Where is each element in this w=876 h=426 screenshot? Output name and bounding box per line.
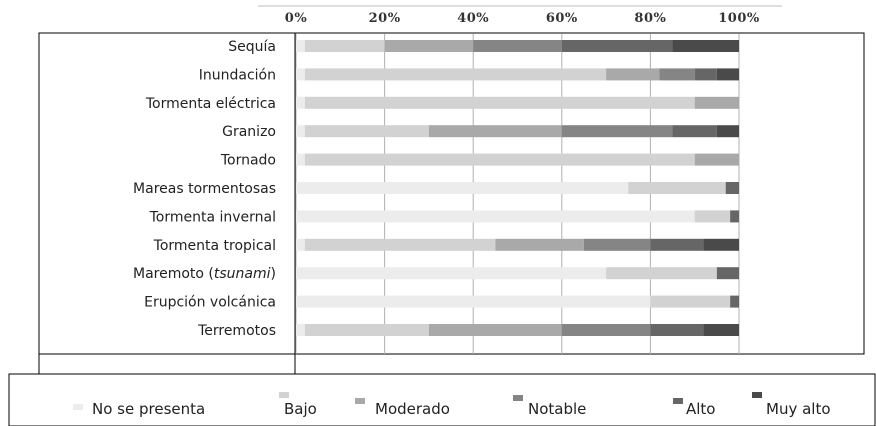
x-tick-label: 100%: [718, 11, 760, 26]
bar-segment: [296, 295, 651, 308]
bar-segment: [650, 324, 704, 336]
legend-swatch: [752, 392, 762, 398]
x-tick-label: 20%: [369, 11, 401, 26]
bar-segment: [296, 96, 305, 109]
bar-segment: [659, 68, 695, 81]
category-label: Mareas tormentosas: [133, 181, 276, 197]
category-label: Tormenta eléctrica: [145, 96, 276, 112]
bar-segment: [716, 68, 739, 81]
category-label: Tormenta tropical: [153, 238, 276, 254]
legend-swatch: [73, 404, 83, 410]
category-label: Tornado: [220, 153, 276, 169]
legend-swatch: [355, 398, 365, 404]
bar-segment: [304, 40, 385, 52]
bar-segment: [428, 324, 562, 336]
category-label: Inundación: [199, 67, 276, 83]
bar-segment: [703, 324, 739, 336]
bar-segment: [606, 68, 660, 81]
bar-segment: [650, 295, 731, 308]
legend-label: No se presenta: [92, 400, 205, 418]
chart-frame: [8, 5, 876, 426]
legend-swatch: [673, 398, 683, 404]
legend-label: Notable: [528, 400, 586, 418]
bar-segment: [694, 68, 717, 81]
x-tick-label: 80%: [634, 11, 666, 26]
bar-segment: [296, 267, 607, 280]
x-tick-label: 40%: [457, 11, 489, 26]
bar-segment: [296, 324, 305, 336]
bar-segment: [606, 267, 717, 280]
legend-swatch: [279, 392, 289, 398]
category-label: Terremotos: [197, 323, 276, 339]
bar-segment: [304, 324, 429, 336]
bar-segment: [716, 125, 739, 138]
bars: [296, 40, 739, 336]
bar-segment: [672, 125, 717, 138]
legend-box: [8, 373, 876, 426]
x-axis-ticks: 0% 20% 40% 60% 80% 100%: [285, 11, 760, 26]
bar-segment: [495, 238, 584, 251]
bar-segment: [730, 210, 739, 223]
bar-segment: [561, 40, 673, 52]
bar-segment: [672, 40, 739, 52]
bar-segment: [296, 125, 305, 138]
x-tick-label: 0%: [285, 11, 308, 26]
bar-segment: [583, 238, 651, 251]
bar-segment: [384, 40, 474, 52]
bar-segment: [296, 238, 305, 251]
bar-segment: [694, 96, 739, 109]
bar-segment: [650, 238, 704, 251]
category-label: Granizo: [222, 124, 276, 140]
bar-segment: [716, 267, 739, 280]
category-label: Erupción volcánica: [144, 295, 276, 311]
bar-segment: [730, 295, 739, 308]
category-label: Sequía: [228, 39, 276, 55]
category-label: Maremoto (tsunami): [133, 266, 276, 282]
bar-segment: [628, 182, 726, 194]
bar-segment: [296, 153, 305, 166]
bar-segment: [296, 68, 305, 81]
bar-segment: [561, 125, 673, 138]
x-tick-label: 60%: [546, 11, 578, 26]
legend-label: Alto: [686, 400, 716, 418]
bar-segment: [561, 324, 651, 336]
bar-segment: [473, 40, 562, 52]
bar-segment: [694, 210, 731, 223]
bar-segment: [428, 125, 562, 138]
bar-segment: [304, 238, 496, 251]
plot-box: [38, 32, 865, 355]
bar-segment: [725, 182, 739, 194]
bar-segment: [296, 40, 305, 52]
legend: No se presenta Bajo Moderado Notable Alto Muy…: [73, 392, 831, 418]
bar-segment: [304, 68, 607, 81]
legend-label: Bajo: [284, 400, 317, 418]
bar-segment: [703, 238, 739, 251]
legend-swatch: [513, 395, 523, 401]
bar-segment: [296, 210, 695, 223]
category-labels: Sequía Inundación Tormenta eléctrica Graniz…: [133, 39, 276, 339]
bar-segment: [304, 96, 695, 109]
category-label: Tormenta invernal: [149, 209, 276, 225]
bar-segment: [304, 125, 429, 138]
legend-label: Moderado: [375, 400, 450, 418]
bar-segment: [694, 153, 739, 166]
legend-label: Muy alto: [766, 400, 831, 418]
bar-segment: [296, 182, 629, 194]
bar-segment: [304, 153, 695, 166]
